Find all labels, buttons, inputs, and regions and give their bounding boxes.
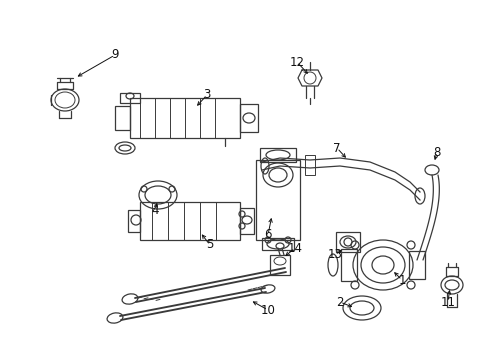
- Text: 14: 14: [287, 242, 302, 255]
- Text: 9: 9: [111, 49, 119, 62]
- Bar: [140, 202, 240, 240]
- Bar: [340, 249, 356, 281]
- Bar: [240, 208, 253, 234]
- Text: 4: 4: [151, 203, 159, 216]
- Bar: [260, 148, 295, 162]
- Text: 7: 7: [332, 141, 340, 154]
- Text: 1: 1: [397, 274, 405, 287]
- Text: 3: 3: [203, 89, 210, 102]
- Text: 11: 11: [440, 296, 454, 309]
- Text: 2: 2: [336, 296, 343, 309]
- Bar: [256, 160, 299, 240]
- Text: 13: 13: [327, 248, 342, 261]
- Bar: [408, 251, 424, 279]
- Text: 12: 12: [289, 55, 304, 68]
- Bar: [240, 104, 258, 132]
- Bar: [120, 93, 140, 103]
- Bar: [305, 155, 314, 175]
- Text: 10: 10: [260, 303, 275, 316]
- Text: 6: 6: [264, 229, 271, 242]
- Bar: [130, 98, 240, 138]
- Bar: [128, 210, 140, 232]
- Bar: [262, 238, 293, 250]
- Bar: [269, 255, 289, 275]
- Text: 5: 5: [206, 238, 213, 252]
- Text: 8: 8: [432, 145, 440, 158]
- Bar: [115, 106, 130, 130]
- Bar: [335, 232, 359, 252]
